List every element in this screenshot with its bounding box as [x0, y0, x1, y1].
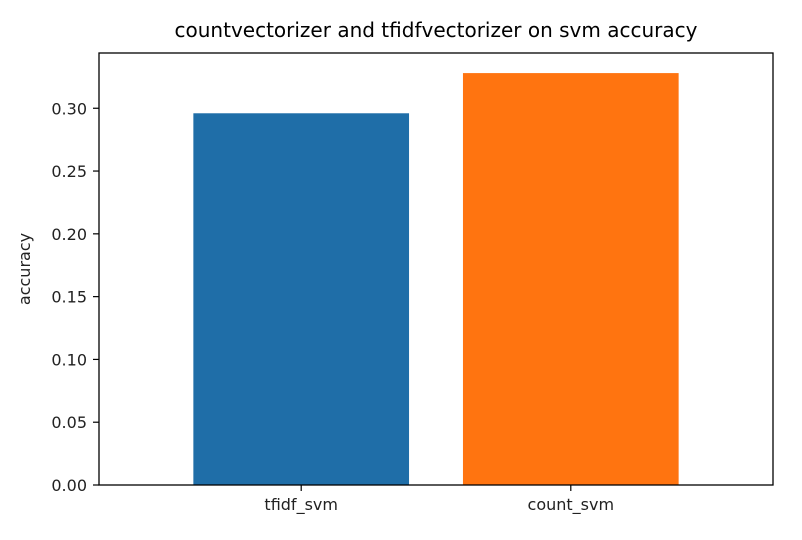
- y-tick-label: 0.25: [51, 162, 87, 181]
- bars-layer: [193, 73, 679, 486]
- x-tick-label: tfidf_svm: [264, 495, 338, 515]
- plot-area-frame: [98, 52, 774, 486]
- x-axis-ticks: tfidf_svm count_svm: [264, 485, 614, 515]
- y-axis-label: accuracy: [15, 233, 34, 305]
- y-tick-label: 0.10: [51, 350, 87, 369]
- bar-tfidf_svm: [193, 113, 410, 486]
- x-tick-label: count_svm: [528, 495, 615, 515]
- y-tick-label: 0.05: [51, 413, 87, 432]
- y-tick-label: 0.00: [51, 476, 87, 495]
- y-axis-ticks: 0.00 0.05 0.10 0.15 0.20 0.25 0.30: [51, 99, 99, 495]
- y-tick-label: 0.30: [51, 99, 87, 118]
- y-tick-label: 0.15: [51, 288, 87, 307]
- y-tick-label: 0.20: [51, 225, 87, 244]
- bar-count_svm: [462, 73, 679, 486]
- chart-title: countvectorizer and tfidfvectorizer on s…: [175, 18, 698, 42]
